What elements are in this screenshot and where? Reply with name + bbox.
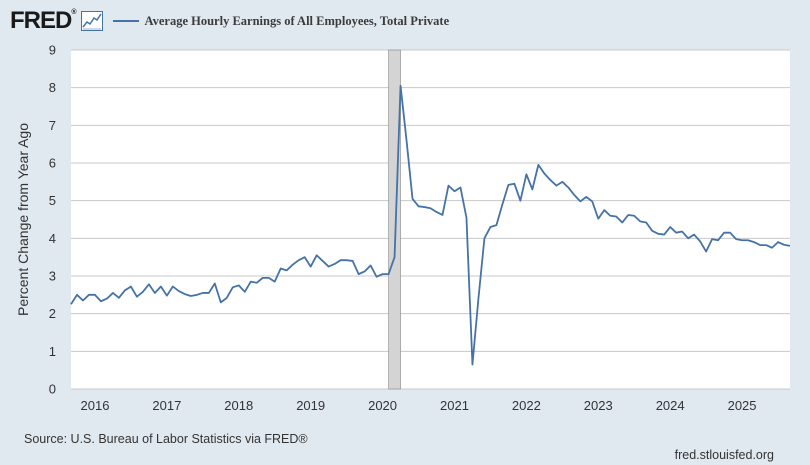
y-tick-label: 4 [49, 231, 56, 246]
y-tick-label: 0 [49, 382, 56, 397]
legend: Average Hourly Earnings of All Employees… [112, 13, 450, 29]
y-tick-label: 7 [49, 118, 56, 133]
y-tick-label: 1 [49, 344, 56, 359]
recession-band [388, 49, 401, 390]
fred-logo[interactable]: FRED® [10, 7, 77, 34]
chart-header: FRED® Average Hourly Earnings of All Emp… [10, 6, 449, 36]
x-tick-label: 2024 [656, 398, 685, 413]
y-tick-label: 6 [49, 156, 56, 171]
fred-graph-icon [80, 11, 103, 31]
x-tick-label: 2020 [368, 398, 397, 413]
y-tick-label: 8 [49, 80, 56, 95]
x-tick-label: 2023 [584, 398, 613, 413]
x-tick-label: 2017 [152, 398, 181, 413]
plot-area [71, 50, 790, 389]
legend-label: Average Hourly Earnings of All Employees… [144, 13, 450, 28]
gridlines [71, 49, 790, 390]
y-tick-label: 9 [49, 43, 56, 58]
x-tick-label: 2019 [296, 398, 325, 413]
recession-shading [388, 49, 401, 390]
x-tick-label: 2021 [440, 398, 469, 413]
series-line[interactable] [70, 84, 791, 366]
y-tick-label: 2 [49, 306, 56, 321]
x-tick-label: 2025 [728, 398, 757, 413]
y-tick-label: 5 [49, 193, 56, 208]
y-tick-label: 3 [49, 269, 56, 284]
legend-swatch [112, 20, 139, 22]
x-tick-label: 2018 [224, 398, 253, 413]
y-axis-ticks: 0 1 2 3 4 5 6 7 8 9 [49, 43, 56, 397]
site-link[interactable]: fred.stlouisfed.org [674, 448, 774, 462]
x-tick-label: 2016 [81, 398, 110, 413]
x-axis-ticks: 2016 2017 2018 2019 2020 2021 2022 2023 2024 2025 [81, 398, 757, 413]
y-axis-label: Percent Change from Year Ago [15, 123, 31, 316]
source-note: Source: U.S. Bureau of Labor Statistics … [24, 432, 308, 446]
x-tick-label: 2022 [512, 398, 541, 413]
